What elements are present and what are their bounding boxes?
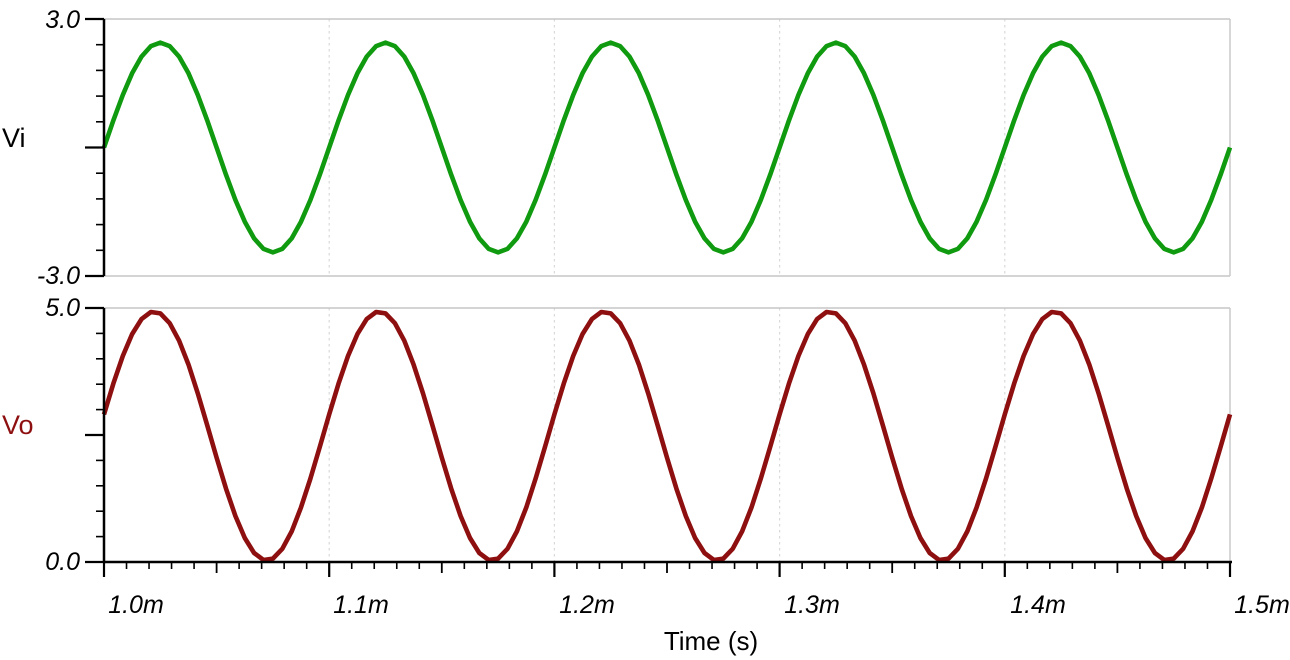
time-axis-label: Time (s) [663, 626, 759, 656]
y-tick-label-top-max: 3.0 [45, 6, 80, 34]
x-tick-label-6: 1.5m [1234, 591, 1290, 619]
y-tick-label-top-min: -3.0 [36, 262, 80, 290]
y-tick-label-bottom-max: 5.0 [45, 294, 80, 322]
x-tick-label-5: 1.4m [1010, 591, 1066, 619]
vo-trace-label: Vo [2, 410, 34, 440]
vi-trace-label: Vi [2, 123, 26, 153]
vo-waveform-trace [101, 309, 1233, 563]
y-tick-label-bottom-min: 0.0 [45, 548, 80, 576]
x-tick-label-4: 1.3m [784, 591, 840, 619]
x-tick-label-2: 1.1m [333, 591, 389, 619]
vi-waveform-trace [101, 40, 1233, 255]
x-tick-label-1: 1.0m [108, 591, 164, 619]
x-tick-label-3: 1.2m [559, 591, 615, 619]
